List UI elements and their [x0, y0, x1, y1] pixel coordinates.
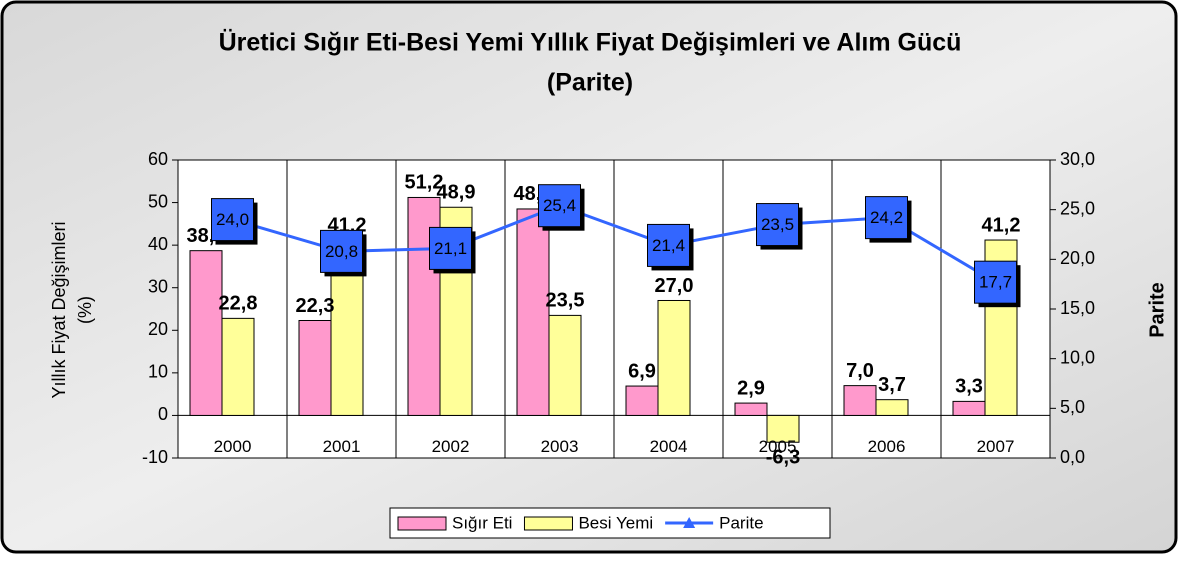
- y2-axis-label: Parite: [1146, 282, 1168, 338]
- data-label: 21,4: [652, 236, 685, 255]
- y2-tick-label: 5,0: [1060, 397, 1085, 417]
- y-tick-label: 30: [148, 276, 168, 296]
- y-tick-label: 60: [148, 149, 168, 169]
- data-label: 17,7: [979, 273, 1012, 292]
- data-label: 22,8: [219, 293, 258, 315]
- y-tick-label: 40: [148, 234, 168, 254]
- data-label: 48,9: [437, 182, 476, 204]
- legend-label: Sığır Eti: [452, 513, 512, 532]
- y2-tick-label: 20,0: [1060, 248, 1095, 268]
- marker: [211, 198, 254, 242]
- legend-marker: [683, 517, 696, 528]
- data-label: 24,2: [870, 208, 903, 227]
- bar: [298, 319, 332, 416]
- x-tick-label: 2002: [432, 437, 470, 456]
- bar: [766, 414, 800, 443]
- x-tick-label: 2007: [977, 437, 1015, 456]
- y-tick-label: 50: [148, 191, 168, 211]
- x-tick-label: 2006: [868, 437, 906, 456]
- x-tick-label: 2000: [214, 437, 252, 456]
- bar: [221, 317, 255, 416]
- y2-tick-label: 15,0: [1060, 298, 1095, 318]
- bar: [952, 400, 986, 416]
- y2-tick-label: 10,0: [1060, 347, 1095, 367]
- marker: [320, 229, 363, 273]
- marker: [756, 203, 799, 247]
- x-tick-label: 2003: [541, 437, 579, 456]
- y-tick-label: 20: [148, 319, 168, 339]
- bar: [625, 385, 659, 416]
- y2-tick-label: 0,0: [1060, 447, 1085, 467]
- bar: [657, 299, 691, 416]
- y2-tick-label: 30,0: [1060, 149, 1095, 169]
- chart-title: (Parite): [547, 69, 633, 97]
- data-label: 21,1: [434, 239, 467, 258]
- x-tick-label: 2001: [323, 437, 361, 456]
- legend-label: Parite: [719, 513, 763, 532]
- y2-tick-label: 25,0: [1060, 198, 1095, 218]
- data-label: 7,0: [846, 360, 874, 382]
- x-tick-label: 2005: [759, 437, 797, 456]
- data-label: 3,3: [955, 376, 983, 398]
- bar: [875, 399, 909, 416]
- data-label: 22,3: [296, 295, 335, 317]
- legend-swatch: [397, 516, 447, 531]
- bar: [516, 208, 550, 416]
- bar: [843, 385, 877, 416]
- data-label: 24,0: [216, 210, 249, 229]
- data-label: 25,4: [543, 196, 576, 215]
- data-label: 2,9: [737, 377, 765, 399]
- marker: [865, 196, 908, 240]
- marker: [974, 260, 1017, 304]
- data-label: -6,3: [766, 447, 800, 469]
- marker: [538, 184, 581, 228]
- chart-title: Üretici Sığır Eti-Besi Yemi Yıllık Fiyat…: [219, 28, 962, 57]
- data-label: 41,2: [982, 214, 1021, 236]
- data-label: 51,2: [405, 172, 444, 194]
- bar: [548, 314, 582, 416]
- y-axis-label: Yıllık Fiyat Değişimleri: [49, 221, 69, 398]
- marker: [647, 223, 690, 267]
- data-label: 23,5: [546, 290, 585, 312]
- data-label: 3,7: [878, 374, 906, 396]
- y-tick-label: 0: [158, 404, 168, 424]
- bar: [734, 402, 768, 416]
- data-label: 23,5: [761, 215, 794, 234]
- data-label: 6,9: [628, 360, 656, 382]
- data-label: 20,8: [325, 242, 358, 261]
- legend-swatch: [523, 516, 573, 531]
- legend-label: Besi Yemi: [578, 513, 653, 532]
- bar: [189, 250, 223, 416]
- data-label: 27,0: [655, 275, 694, 297]
- y-axis-label: (%): [75, 296, 95, 324]
- y-tick-label: 10: [148, 362, 168, 382]
- y-tick-label: -10: [142, 447, 168, 467]
- legend: [389, 507, 831, 539]
- marker: [429, 226, 472, 270]
- x-tick-label: 2004: [650, 437, 688, 456]
